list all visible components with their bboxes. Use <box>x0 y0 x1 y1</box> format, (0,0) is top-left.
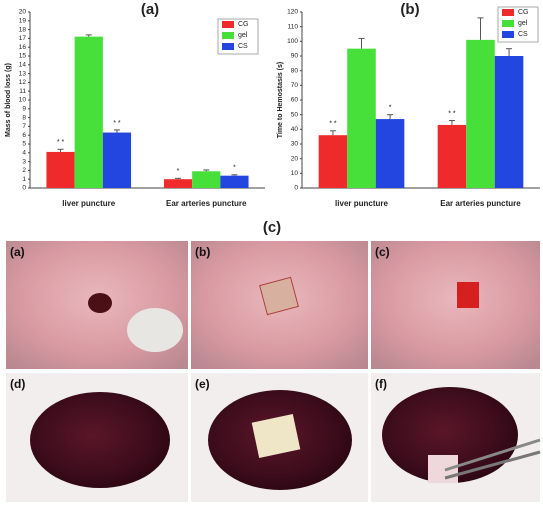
y-tick-label: 18 <box>19 26 27 33</box>
y-tick-label: 80 <box>291 67 299 74</box>
x-tick-label: liver puncture <box>335 199 388 208</box>
legend-swatch <box>222 43 234 50</box>
y-tick-label: 6 <box>22 132 26 139</box>
bar <box>375 119 405 188</box>
y-tick-label: 19 <box>19 18 27 25</box>
bar <box>192 171 221 188</box>
panel-label: (a) <box>10 245 25 259</box>
bar <box>347 48 376 188</box>
y-axis-label: Mass of blood loss (g) <box>5 63 12 137</box>
legend-label: gel <box>518 20 528 27</box>
x-tick-label: Ear arteries puncture <box>166 199 247 208</box>
panel-label: (b) <box>195 245 210 259</box>
y-tick-label: 4 <box>22 150 26 157</box>
legend-swatch <box>222 21 234 28</box>
significance: * * <box>113 120 121 127</box>
y-tick-label: 50 <box>291 111 299 118</box>
y-tick-label: 60 <box>291 97 299 104</box>
chart-title: (b) <box>400 1 419 18</box>
y-tick-label: 17 <box>19 35 27 42</box>
significance: * * <box>329 121 337 128</box>
legend-label: CG <box>238 21 249 28</box>
sponge <box>259 276 299 316</box>
photo <box>371 241 540 369</box>
glove <box>127 308 183 352</box>
significance: * <box>177 168 180 175</box>
significance: * * <box>57 139 65 146</box>
y-tick-label: 0 <box>22 185 26 192</box>
legend-label: gel <box>238 32 248 39</box>
y-tick-label: 40 <box>291 126 299 133</box>
y-tick-label: 8 <box>22 114 26 121</box>
y-tick-label: 15 <box>19 53 27 60</box>
y-tick-label: 16 <box>19 44 27 51</box>
panel-label: (c) <box>375 245 390 259</box>
y-tick-label: 10 <box>19 97 27 104</box>
y-tick-label: 14 <box>19 62 27 69</box>
y-tick-label: 120 <box>287 9 298 16</box>
significance: * <box>233 165 236 172</box>
photo-title: (c) <box>263 219 281 236</box>
y-tick-label: 30 <box>291 141 299 148</box>
x-tick-label: liver puncture <box>62 199 115 208</box>
legend-label: CG <box>518 9 529 16</box>
sponge <box>457 282 479 308</box>
bar <box>163 179 193 188</box>
y-tick-label: 110 <box>288 23 299 30</box>
y-tick-label: 100 <box>287 38 298 45</box>
panel-label: (e) <box>195 377 210 391</box>
chart-title: (a) <box>141 1 159 18</box>
y-tick-label: 20 <box>291 155 299 162</box>
bar <box>220 175 249 188</box>
bar <box>318 135 348 188</box>
y-axis-label: Time to Hemostasis (s) <box>277 62 284 139</box>
y-tick-label: 2 <box>22 167 26 174</box>
sponge <box>428 455 458 483</box>
panel-label: (d) <box>10 377 25 391</box>
legend-swatch <box>502 9 514 16</box>
panel-label: (f) <box>375 377 387 391</box>
forceps <box>444 438 541 472</box>
y-tick-label: 9 <box>22 106 26 113</box>
y-tick-label: 13 <box>19 70 27 77</box>
legend-swatch <box>502 31 514 38</box>
y-tick-label: 20 <box>19 9 27 16</box>
y-tick-label: 70 <box>291 82 299 89</box>
y-tick-label: 90 <box>291 53 299 60</box>
x-tick-label: Ear arteries puncture <box>440 199 521 208</box>
bar <box>494 56 524 188</box>
bar <box>46 151 75 188</box>
significance: * * <box>448 110 456 117</box>
legend-label: CS <box>518 31 528 38</box>
bar <box>466 39 495 188</box>
y-tick-label: 1 <box>22 176 26 183</box>
legend-label: CS <box>238 43 248 50</box>
liver <box>30 392 170 488</box>
y-tick-label: 5 <box>22 141 26 148</box>
y-tick-label: 7 <box>22 123 26 130</box>
y-tick-label: 10 <box>291 170 299 177</box>
y-tick-label: 12 <box>19 79 27 86</box>
y-tick-label: 11 <box>19 88 26 95</box>
sponge <box>251 414 301 458</box>
legend-swatch <box>222 32 234 39</box>
legend-swatch <box>502 20 514 27</box>
bar <box>437 124 467 188</box>
y-tick-label: 3 <box>22 158 26 165</box>
wound <box>88 293 112 313</box>
significance: * <box>389 105 392 112</box>
y-tick-label: 0 <box>294 185 298 192</box>
bar <box>74 36 103 188</box>
forceps <box>444 450 541 480</box>
bar <box>102 132 132 188</box>
photos <box>6 241 541 502</box>
